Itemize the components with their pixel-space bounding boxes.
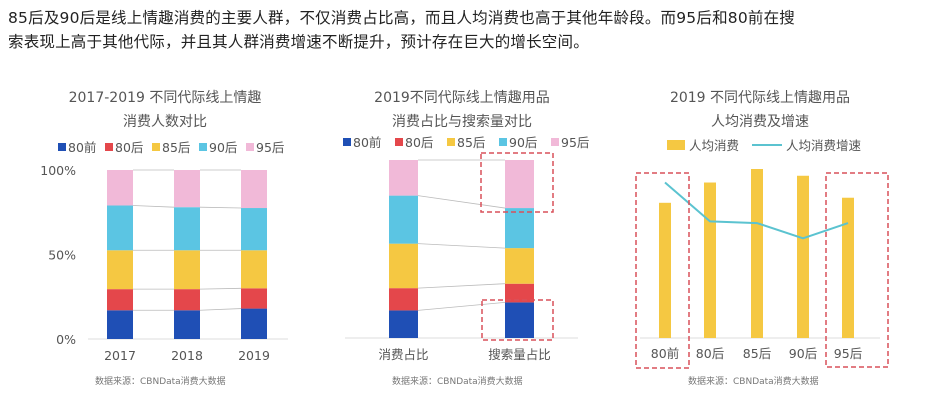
chart-title: 2017-2019 不同代际线上情趣 — [69, 90, 262, 106]
bar-per-capita — [842, 197, 854, 338]
connector-line — [417, 195, 506, 209]
legend-swatch — [105, 143, 113, 151]
chart-title: 消费人数对比 — [123, 114, 207, 130]
legend-swatch — [343, 138, 351, 146]
legend-swatch — [395, 138, 403, 146]
intro-line-1: 85后及90后是线上情趣消费的主要人群，不仅消费占比高，而且人均消费也高于其他年… — [8, 9, 795, 27]
bar-segment-80后 — [174, 289, 200, 311]
bar-segment-80前 — [174, 310, 200, 339]
y-tick-label: 50% — [48, 248, 76, 263]
bar-segment-90后 — [107, 205, 133, 251]
x-tick-label: 95后 — [834, 346, 862, 361]
bar-segment-95后 — [389, 160, 418, 196]
bar-segment-95后 — [107, 170, 133, 206]
highlight-box-80qian — [635, 172, 690, 369]
x-tick-label: 90后 — [789, 346, 817, 361]
legend-label: 80后 — [405, 135, 433, 150]
x-tick-label: 2018 — [171, 348, 203, 363]
legend-swatch — [58, 143, 66, 151]
bar-segment-95后 — [505, 160, 534, 209]
legend-swatch — [152, 143, 160, 151]
chart-share-vs-search: 2019不同代际线上情趣用品 消费占比与搜索量对比 数据来源：CBNData消费… — [343, 90, 589, 387]
legend-swatch — [447, 138, 455, 146]
connector-line — [199, 206, 242, 209]
bar-segment-95后 — [174, 170, 200, 208]
chart-source: 数据来源：CBNData消费大数据 — [95, 375, 226, 387]
x-tick-label: 搜索量占比 — [488, 347, 551, 362]
x-tick-label: 85后 — [743, 346, 771, 361]
connector-line — [199, 308, 242, 311]
intro-text: 85后及90后是线上情趣消费的主要人群，不仅消费占比高，而且人均消费也高于其他年… — [8, 6, 933, 54]
x-tick-label: 80前 — [651, 346, 679, 361]
connector-line — [132, 205, 175, 208]
x-tick-label: 2017 — [104, 348, 136, 363]
chart-per-capita: 2019 不同代际线上情趣用品 人均消费及增速 数据来源：CBNData消费大数… — [635, 90, 889, 387]
bar-segment-80前 — [107, 310, 133, 339]
legend-swatch — [199, 143, 207, 151]
growth-line — [664, 181, 849, 240]
bar-segment-80后 — [241, 288, 267, 309]
bar-segment-90后 — [389, 195, 418, 244]
bar-segment-80后 — [389, 288, 418, 311]
legend-label: 人均消费增速 — [786, 138, 862, 153]
bar-segment-80后 — [505, 283, 534, 303]
chart-source: 数据来源：CBNData消费大数据 — [688, 375, 819, 387]
bar-segment-85后 — [241, 250, 267, 289]
chart-title: 2019不同代际线上情趣用品 — [374, 90, 550, 106]
chart-consumer-count: 2017-2019 不同代际线上情趣 消费人数对比 数据来源：CBNData消费… — [40, 90, 288, 387]
bar-per-capita — [797, 175, 809, 338]
bar-per-capita — [704, 182, 716, 338]
legend-swatch-bar — [667, 140, 685, 150]
highlight-box-80 — [481, 299, 554, 341]
bar-segment-90后 — [241, 208, 267, 251]
connector-line — [417, 243, 506, 249]
bar-segment-80前 — [241, 308, 267, 339]
bar-per-capita — [751, 169, 763, 338]
legend-swatch — [551, 138, 559, 146]
legend-label: 80前 — [68, 140, 96, 155]
legend-label: 95后 — [256, 140, 284, 155]
intro-line-2: 索表现上高于其他代际，并且其人群消费增速不断提升，预计存在巨大的增长空间。 — [8, 33, 589, 51]
legend-label: 90后 — [509, 135, 537, 150]
legend-label: 95后 — [561, 135, 589, 150]
x-tick-label: 消费占比 — [378, 347, 428, 362]
y-tick-label: 0% — [56, 332, 76, 347]
legend-swatch — [246, 143, 254, 151]
legend-swatch — [499, 138, 507, 146]
bar-segment-90后 — [505, 208, 534, 249]
x-tick-label: 80后 — [696, 346, 724, 361]
connector-line — [417, 302, 506, 311]
connector-line — [417, 283, 506, 289]
chart-title: 人均消费及增速 — [711, 114, 809, 130]
bar-segment-90后 — [174, 207, 200, 251]
chart-title: 2019 不同代际线上情趣用品 — [670, 90, 850, 106]
bar-segment-85后 — [107, 250, 133, 290]
highlight-box-95 — [480, 152, 554, 213]
legend-label: 80前 — [353, 135, 381, 150]
bar-segment-95后 — [241, 170, 267, 209]
x-tick-label: 2019 — [238, 348, 270, 363]
bar-segment-85后 — [389, 243, 418, 289]
bar-segment-85后 — [174, 250, 200, 290]
bar-segment-85后 — [505, 248, 534, 284]
legend-label: 80后 — [115, 140, 143, 155]
chart-title: 消费占比与搜索量对比 — [392, 113, 532, 130]
bar-segment-80后 — [107, 289, 133, 311]
bar-segment-80前 — [505, 302, 534, 338]
legend-label: 85后 — [457, 135, 485, 150]
legend-label: 人均消费 — [689, 138, 739, 153]
connector-line — [199, 287, 242, 290]
y-tick-label: 100% — [40, 163, 76, 178]
bar-per-capita — [659, 202, 671, 338]
chart-source: 数据来源：CBNData消费大数据 — [392, 375, 523, 387]
legend-label: 90后 — [209, 140, 237, 155]
legend-label: 85后 — [162, 140, 190, 155]
bar-segment-80前 — [389, 310, 418, 338]
